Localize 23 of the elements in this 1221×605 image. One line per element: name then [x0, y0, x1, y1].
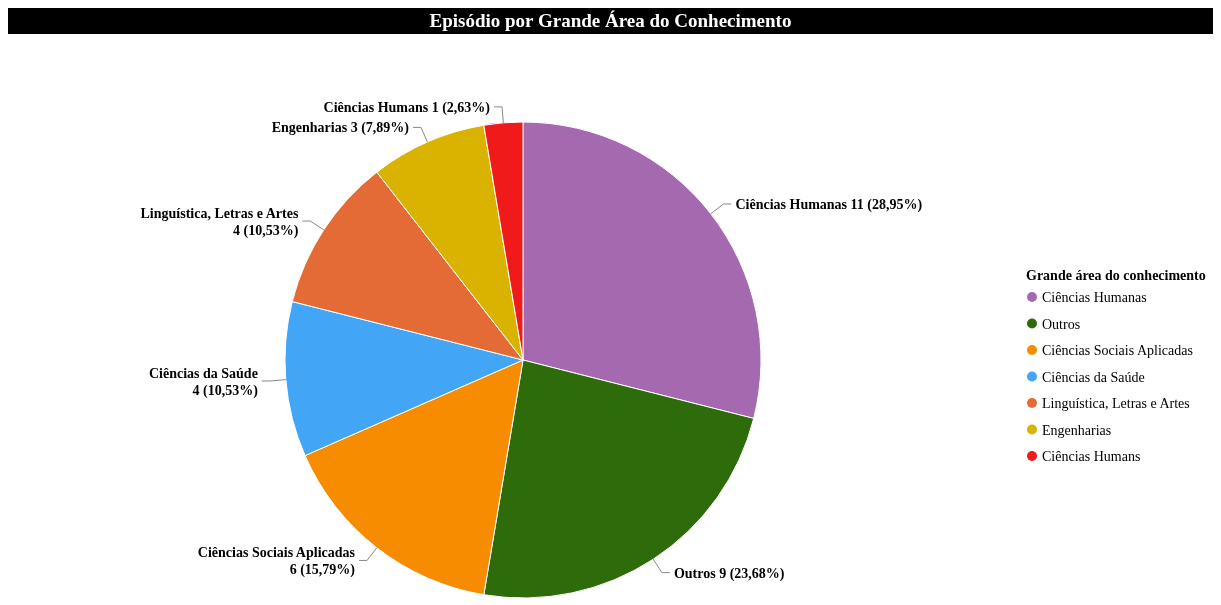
slice-label: Ciências da Saúde [148, 365, 258, 381]
legend-label: Outros [1042, 316, 1081, 332]
slice-label: Ciências Sociais Aplicadas [197, 545, 356, 561]
legend-title: Grande área do conhecimento [1026, 268, 1206, 283]
slice-label: Outros [673, 565, 716, 581]
data-label: 9 (23,68%) [719, 565, 785, 581]
data-label: 11 (28,95%) [850, 196, 923, 212]
legend-label: Engenharias [1042, 422, 1112, 438]
slice-label: Ciências Humanas [735, 196, 848, 212]
legend-label: Ciências da Saúde [1042, 369, 1145, 385]
data-label: 4 (10,53%) [192, 382, 259, 399]
data-label: 1 (2,63%) [431, 99, 491, 115]
slice-label: Engenharias [271, 120, 348, 136]
slice-label: Linguística, Letras e Artes [140, 206, 299, 222]
legend-label: Ciências Humanas [1042, 290, 1147, 305]
chart-title: Episódio por Grande Área do Conhecimento [429, 10, 792, 31]
data-label: 3 (7,89%) [350, 120, 409, 136]
legend-label: Linguística, Letras e Artes [1042, 396, 1190, 411]
data-label: 6 (15,79%) [289, 562, 356, 579]
data-label: 4 (10,53%) [233, 223, 299, 240]
legend-label: Ciências Humans [1042, 449, 1141, 464]
slice-label: Ciências Humans [323, 99, 429, 115]
legend-label: Ciências Sociais Aplicadas [1042, 343, 1193, 358]
